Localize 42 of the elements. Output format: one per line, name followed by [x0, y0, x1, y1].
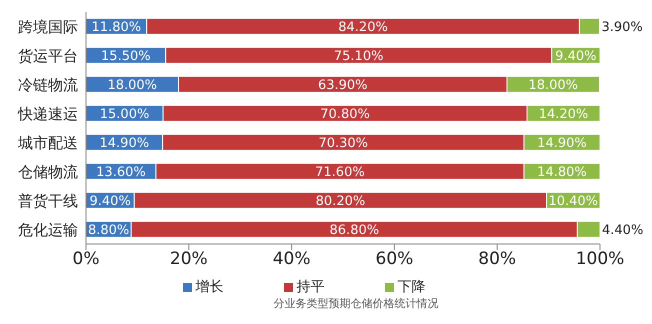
data-label: 75.10%: [334, 48, 384, 64]
data-label: 14.90%: [537, 136, 587, 151]
legend-label: 增长: [194, 278, 224, 296]
data-label: 4.40%: [602, 222, 644, 238]
data-label: 10.40%: [548, 194, 598, 209]
legend-label: 下降: [396, 278, 426, 296]
y-tick-label: 跨境国际: [18, 18, 78, 36]
x-tick-label: 20%: [170, 249, 208, 270]
y-tick-label: 危化运输: [18, 220, 78, 239]
legend-label: 持平: [296, 278, 324, 296]
data-label: 13.60%: [96, 164, 146, 180]
data-label: 15.00%: [100, 106, 150, 122]
y-tick-label: 货运平台: [18, 46, 78, 65]
data-label: 18.00%: [107, 78, 158, 93]
data-label: 14.80%: [537, 164, 587, 180]
data-label: 18.00%: [528, 78, 578, 93]
data-label: 70.80%: [320, 106, 370, 122]
data-label: 63.90%: [318, 78, 368, 93]
data-label: 70.30%: [318, 136, 368, 151]
data-label: 9.40%: [555, 48, 596, 64]
data-label: 11.80%: [92, 20, 142, 35]
x-tick-label: 80%: [478, 249, 516, 270]
data-label: 8.80%: [88, 222, 130, 238]
y-tick-label: 快递速运: [17, 104, 78, 123]
data-label: 84.20%: [338, 20, 388, 35]
y-tick-label: 冷链物流: [18, 76, 78, 94]
data-label: 80.20%: [316, 194, 366, 209]
data-label: 71.60%: [315, 164, 365, 180]
y-tick-label: 仓储物流: [18, 162, 78, 181]
x-tick-label: 60%: [376, 249, 414, 270]
data-label: 15.50%: [101, 48, 151, 64]
y-tick-label: 普货干线: [18, 192, 78, 210]
text: 分业务类型预期仓储价格统计情况: [272, 296, 440, 311]
y-tick-label: 城市配送: [17, 134, 78, 152]
data-label: 9.40%: [90, 194, 131, 209]
data-label: 14.20%: [538, 106, 588, 122]
data-label: 3.90%: [601, 20, 643, 35]
x-tick-label: 40%: [272, 249, 310, 270]
data-label: 14.90%: [100, 136, 150, 151]
data-label: 86.80%: [330, 222, 380, 238]
x-tick-label: 100%: [576, 249, 624, 270]
x-tick-label: 0%: [72, 249, 100, 270]
